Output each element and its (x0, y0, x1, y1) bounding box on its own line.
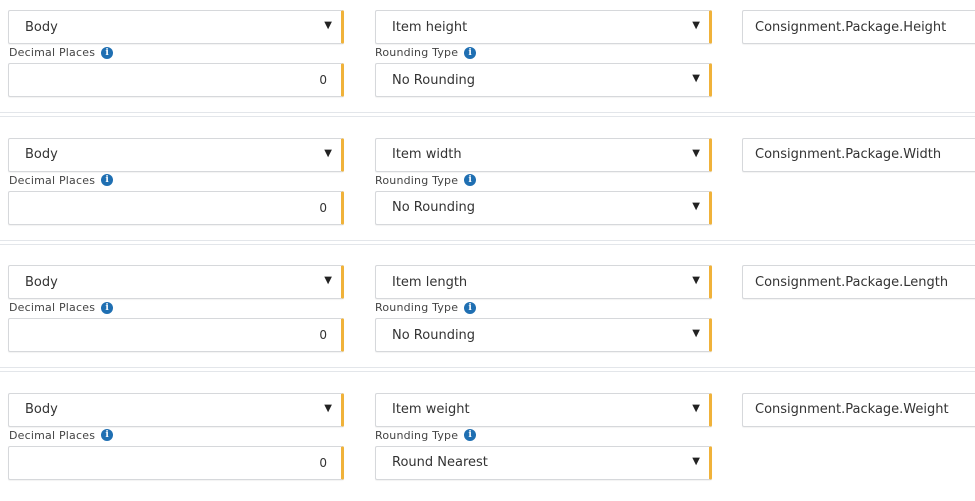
section-select[interactable]: Body ▼ (8, 10, 344, 44)
item-select[interactable]: Item weight ▼ (375, 392, 712, 427)
caret-down-icon: ▼ (692, 147, 700, 159)
rounding-type-text: Rounding Type (375, 301, 459, 314)
item-value: Item length (392, 274, 468, 290)
info-icon[interactable]: i (464, 174, 477, 186)
mapping-value: Consignment.Package.Weight (755, 402, 949, 417)
info-icon[interactable]: i (101, 301, 114, 314)
caret-down-icon: ▼ (692, 275, 700, 286)
decimal-places-text: Decimal Places (9, 173, 96, 187)
info-icon[interactable]: i (464, 429, 477, 441)
section-select[interactable]: Body ▼ (8, 265, 344, 299)
rounding-type-text: Rounding Type (375, 46, 459, 59)
item-value: Item weight (392, 402, 470, 417)
rounding-type-value: Round Nearest (392, 455, 488, 470)
caret-down-icon: ▼ (692, 73, 700, 84)
caret-down-icon: ▼ (324, 402, 332, 414)
decimal-places-label: Decimal Places i (9, 46, 114, 59)
caret-down-icon: ▼ (324, 147, 332, 159)
rounding-type-value: No Rounding (392, 327, 476, 343)
rounding-type-label: Rounding Type i (375, 46, 477, 59)
rounding-type-value: No Rounding (392, 200, 476, 215)
mapping-value: Consignment.Package.Height (755, 19, 947, 35)
row-divider (0, 239, 975, 245)
decimal-places-value: 0 (319, 455, 327, 470)
section-value: Body (25, 147, 58, 162)
section-value: Body (25, 274, 58, 290)
rounding-type-label: Rounding Type i (375, 173, 477, 187)
caret-down-icon: ▼ (324, 20, 332, 31)
info-icon[interactable]: i (464, 301, 477, 314)
item-select[interactable]: Item height ▼ (375, 10, 712, 44)
caret-down-icon: ▼ (324, 275, 332, 286)
row-divider (0, 112, 975, 117)
decimal-places-input[interactable]: 0 (8, 190, 344, 225)
item-value: Item width (392, 147, 462, 162)
mapping-input[interactable]: Consignment.Package.Height (742, 10, 975, 44)
decimal-places-label: Decimal Places i (9, 428, 114, 442)
rounding-type-text: Rounding Type (375, 173, 459, 187)
rounding-type-select[interactable]: Round Nearest ▼ (375, 445, 712, 480)
row-divider (0, 367, 975, 372)
section-value: Body (25, 19, 58, 35)
decimal-places-input[interactable]: 0 (8, 445, 344, 480)
mapping-input[interactable]: Consignment.Package.Width (742, 137, 975, 172)
mapping-input[interactable]: Consignment.Package.Weight (742, 392, 975, 427)
field-mapping-row: Body ▼ Decimal Places i 0 Item height ▼ … (0, 0, 975, 118)
item-value: Item height (392, 19, 468, 35)
rounding-type-select[interactable]: No Rounding ▼ (375, 190, 712, 225)
decimal-places-value: 0 (319, 328, 327, 342)
info-icon[interactable]: i (101, 46, 114, 59)
decimal-places-label: Decimal Places i (9, 173, 114, 187)
decimal-places-input[interactable]: 0 (8, 63, 344, 97)
info-icon[interactable]: i (464, 46, 477, 59)
caret-down-icon: ▼ (692, 402, 700, 414)
decimal-places-label: Decimal Places i (9, 301, 114, 314)
caret-down-icon: ▼ (692, 328, 700, 339)
decimal-places-text: Decimal Places (9, 301, 96, 314)
rounding-type-label: Rounding Type i (375, 428, 477, 442)
info-icon[interactable]: i (101, 174, 114, 186)
rounding-type-select[interactable]: No Rounding ▼ (375, 318, 712, 352)
caret-down-icon: ▼ (692, 200, 700, 212)
rounding-type-text: Rounding Type (375, 428, 459, 442)
field-mapping-row: Body ▼ Decimal Places i 0 Item length ▼ … (0, 255, 975, 373)
rounding-type-select[interactable]: No Rounding ▼ (375, 63, 712, 97)
mapping-input[interactable]: Consignment.Package.Length (742, 265, 975, 299)
caret-down-icon: ▼ (692, 455, 700, 467)
field-mapping-row: Body ▼ Decimal Places i 0 Item width ▼ R… (0, 128, 975, 246)
field-mapping-row: Body ▼ Decimal Places i 0 Item weight ▼ … (0, 383, 975, 501)
section-value: Body (25, 402, 58, 417)
info-icon[interactable]: i (101, 429, 114, 441)
item-select[interactable]: Item length ▼ (375, 265, 712, 299)
rounding-type-value: No Rounding (392, 72, 476, 88)
decimal-places-text: Decimal Places (9, 46, 96, 59)
decimal-places-value: 0 (319, 200, 327, 215)
caret-down-icon: ▼ (692, 20, 700, 31)
section-select[interactable]: Body ▼ (8, 137, 344, 172)
decimal-places-value: 0 (319, 73, 327, 87)
section-select[interactable]: Body ▼ (8, 392, 344, 427)
decimal-places-text: Decimal Places (9, 428, 96, 442)
mapping-value: Consignment.Package.Length (755, 274, 949, 290)
item-select[interactable]: Item width ▼ (375, 137, 712, 172)
mapping-value: Consignment.Package.Width (755, 147, 942, 162)
rounding-type-label: Rounding Type i (375, 301, 477, 314)
decimal-places-input[interactable]: 0 (8, 318, 344, 352)
